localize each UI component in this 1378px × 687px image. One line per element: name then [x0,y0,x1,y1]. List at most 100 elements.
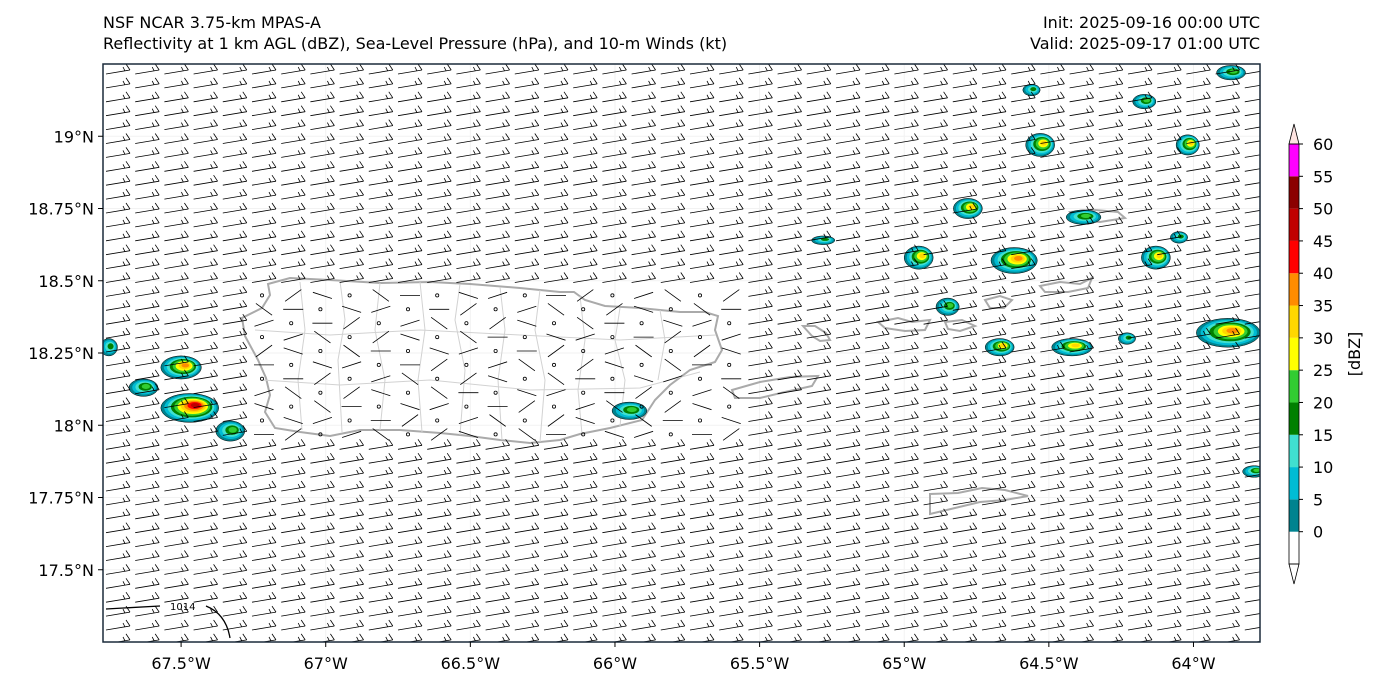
wind-barb [1040,313,1065,325]
wind-barb [135,161,160,172]
wind-barb [1215,77,1240,89]
wind-barb [222,550,248,561]
wind-barb [952,258,978,269]
wind-barb [1215,536,1240,547]
wind-barb [631,578,656,589]
wind-barb [748,605,773,617]
wind-barb [222,327,248,339]
wind-barb [310,188,335,200]
wind-barb [1157,286,1182,297]
wind-barb [602,452,627,464]
wind-barb [635,344,652,358]
wind-barb [719,230,744,242]
wind-barb [865,369,890,381]
wind-barb [602,550,627,561]
wind-barb [514,133,540,144]
calm-wind-marker [581,432,586,437]
wind-barb [748,64,773,75]
wind-barb [429,403,449,411]
wind-barb [193,147,218,158]
wind-barb [105,619,131,631]
wind-barb [400,333,420,341]
wind-barb [1215,244,1240,256]
wind-barb [981,147,1007,158]
wind-barb [368,466,394,478]
wind-barb [719,202,744,214]
wind-barb [894,411,919,422]
wind-barb [281,216,306,228]
wind-barb [660,91,686,103]
wind-barb [631,605,656,617]
wind-barb [251,202,277,214]
wind-barb [952,355,978,367]
wind-barb [543,64,569,75]
lat-tick-label: 17.75°N [28,489,94,508]
calm-wind-marker [698,335,703,340]
reflectivity-contour [1226,327,1239,334]
wind-barb [222,355,248,367]
wind-barb [1244,529,1260,534]
wind-barb [575,417,595,424]
wind-barb [310,466,335,478]
municipal-boundaries [254,280,717,443]
wind-barb [456,466,481,478]
wind-barb [193,91,218,103]
wind-barb [456,508,481,520]
wind-barb [660,188,686,200]
wind-barb [339,522,364,534]
wind-barb [254,389,274,397]
wind-barb [543,536,569,547]
wind-barb [135,272,160,283]
wind-barb [543,244,569,256]
reflectivity-contour [181,363,190,368]
wind-barb [894,466,919,478]
wind-barb [777,411,802,422]
wind-barb [576,316,594,330]
wind-barb [547,344,565,358]
reflectivity-contour [626,407,637,413]
storm-cell [1051,338,1093,357]
wind-barb [514,578,540,589]
wind-barb [1069,466,1094,478]
wind-barb [689,105,715,117]
wind-barb [485,591,510,603]
reflectivity-contour [1030,87,1037,92]
wind-barb [1069,494,1094,506]
wind-barb [543,439,569,450]
wind-barb [164,522,189,534]
wind-barb [631,77,656,89]
wind-barb [981,439,1007,450]
wind-barb [339,536,364,547]
wind-barb [135,64,160,75]
wind-barb [1098,383,1124,395]
wind-barb [164,341,189,353]
wind-barb [1244,210,1260,214]
wind-barb [1244,362,1260,367]
calm-wind-marker [552,362,557,367]
wind-barb [664,330,682,344]
wind-barb [222,452,248,464]
wind-barb [251,174,277,186]
reflectivity-contour [821,237,830,241]
wind-barb [1157,564,1182,575]
wind-barb [721,333,741,341]
wind-barb [748,300,773,311]
wind-barb [952,272,978,283]
coastlines [240,208,1128,516]
lat-tick-label: 17.5°N [38,561,94,580]
wind-barb [456,64,481,75]
wind-barb [923,439,948,450]
wind-barb [894,161,919,172]
calm-wind-marker [259,376,264,381]
wind-barb [689,564,715,575]
wind-barb [1186,188,1211,200]
reflectivity-contour [190,403,200,408]
wind-barb [894,133,919,144]
wind-barb [806,508,832,520]
tortola-coastline [983,294,1014,309]
wind-barb [222,508,248,520]
wind-barb [401,372,419,386]
wind-barb [1011,105,1036,117]
wind-barb [543,550,569,561]
